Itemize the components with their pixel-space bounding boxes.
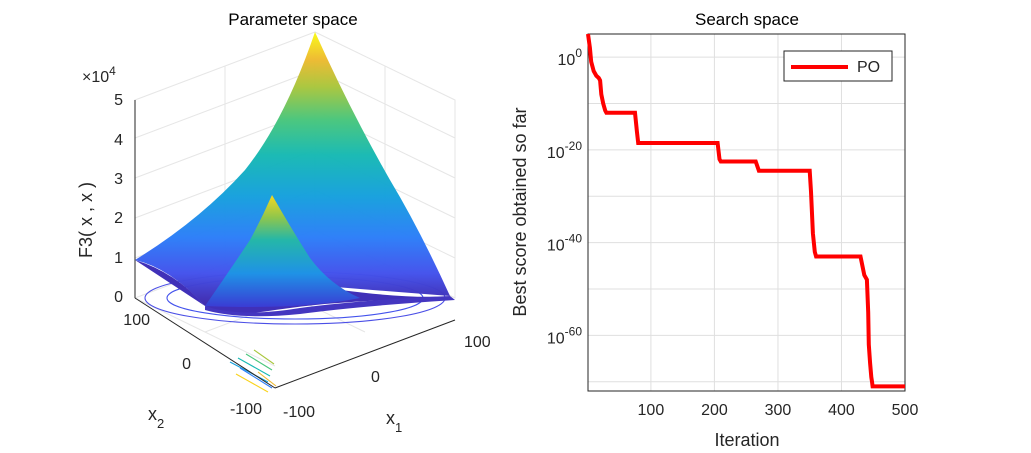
x-tick-label: 300 xyxy=(765,402,792,419)
surface-title: Parameter space xyxy=(228,10,357,29)
x1-tick-label: 100 xyxy=(464,334,491,351)
surface-plot: Parameter space xyxy=(76,10,491,435)
legend-label-po: PO xyxy=(857,59,880,76)
x-tick-label: 400 xyxy=(828,402,855,419)
y-tick-label: 10-60 xyxy=(547,324,582,347)
convergence-ylabel: Best score obtained so far xyxy=(510,107,530,316)
x-tick-labels: 100 200 300 400 500 xyxy=(638,402,919,419)
surface-xlabel: x1 xyxy=(386,408,402,435)
x2-tick-label: 100 xyxy=(123,312,150,329)
z-tick-label: 3 xyxy=(114,171,123,188)
z-tick-label: 4 xyxy=(114,132,123,149)
z-tick-label: 0 xyxy=(114,289,123,306)
convergence-grid xyxy=(588,34,906,391)
z-tick-label: 1 xyxy=(114,250,123,267)
x1-tick-label: 0 xyxy=(371,369,380,386)
plot-area-frame xyxy=(587,33,906,392)
series-line-po xyxy=(586,33,905,389)
convergence-title: Search space xyxy=(695,10,799,29)
x1-tick-label: -100 xyxy=(283,404,315,421)
convergence-plot: Search space 100 200 300 400 500 100 10-20 10-… xyxy=(510,10,918,450)
z-tick-label: 5 xyxy=(114,92,123,109)
surface-zlabel: F3( x , x ) xyxy=(76,182,96,258)
x-tick-label: 500 xyxy=(892,402,919,419)
legend: PO xyxy=(783,50,893,82)
x2-tick-label: -100 xyxy=(230,401,262,418)
z-tick-label: 2 xyxy=(114,210,123,227)
x-tick-label: 200 xyxy=(701,402,728,419)
z-tick-labels: 0 1 2 3 4 5 xyxy=(114,92,123,306)
convergence-xlabel: Iteration xyxy=(714,430,779,450)
y-tick-label: 10-40 xyxy=(547,232,582,255)
x2-tick-label: 0 xyxy=(182,356,191,373)
x-tick-label: 100 xyxy=(638,402,665,419)
surface-mesh xyxy=(135,32,455,317)
surface-axes xyxy=(134,100,456,389)
y-tick-label: 10-20 xyxy=(547,139,582,162)
x-tick-labels: -100 0 100 xyxy=(283,334,491,421)
z-exponent-label: ×104 xyxy=(82,64,116,86)
y-tick-label: 100 xyxy=(558,46,583,69)
y-tick-labels: 100 10-20 10-40 10-60 xyxy=(547,46,582,347)
surface-ylabel: x2 xyxy=(148,404,164,431)
y-tick-labels: 100 0 -100 xyxy=(123,312,262,418)
